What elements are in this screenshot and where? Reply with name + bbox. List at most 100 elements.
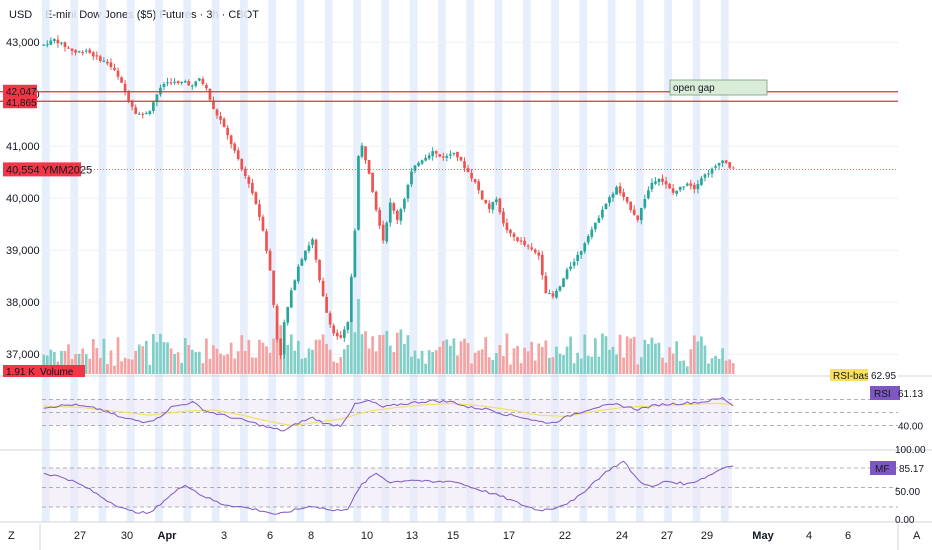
volume-bar (480, 349, 484, 374)
candle-body (548, 292, 551, 294)
candle-body (731, 167, 735, 169)
volume-bar (611, 346, 615, 374)
candle-body (512, 233, 516, 237)
volume-bar (548, 357, 551, 374)
candle-body (710, 168, 714, 174)
volume-bar (243, 350, 247, 374)
chart-title[interactable]: E-mini Dow Jones ($5) Futures · 3h · CBO… (45, 9, 259, 21)
volume-bar (696, 341, 700, 374)
x-tick-label: 22 (559, 530, 571, 542)
candle-body (137, 113, 141, 115)
volume-bar (201, 363, 205, 374)
volume-bar (130, 359, 134, 374)
volume-bar (159, 333, 162, 374)
candle-body (272, 270, 275, 305)
candle-body (601, 209, 604, 218)
volume-bar (685, 366, 689, 374)
session-band (211, 0, 220, 522)
volume-bar (254, 357, 258, 374)
volume-bar (141, 346, 145, 374)
candle-body (685, 183, 689, 186)
volume-bar (360, 334, 364, 374)
volume-bar (470, 363, 473, 374)
volume-bar (311, 349, 314, 374)
open-gap-label: open gap (673, 83, 715, 94)
candle-body (431, 151, 435, 157)
candle-body (102, 60, 106, 62)
volume-bar (569, 336, 572, 374)
volume-bar (123, 357, 127, 374)
volume-bar (53, 351, 56, 374)
session-band (466, 0, 475, 522)
x-tick-label: 13 (406, 530, 418, 542)
candle-body (229, 135, 233, 145)
volume-bar (60, 350, 63, 374)
session-band (42, 0, 50, 522)
candle-body (413, 165, 417, 171)
candle-body (622, 192, 625, 197)
volume-bar (346, 344, 350, 374)
volume-bar (540, 347, 544, 374)
volume-bar (491, 360, 495, 374)
candle-body (335, 332, 339, 337)
volume-bar (717, 358, 721, 374)
volume-bar (226, 354, 229, 374)
candle-body (254, 192, 258, 204)
candle-body (537, 252, 541, 256)
candle-body (222, 118, 226, 128)
volume-bar (498, 345, 502, 374)
volume-bar (438, 346, 442, 374)
volume-bar (590, 356, 594, 374)
volume-bar (593, 338, 597, 374)
volume-bar (544, 340, 548, 374)
candle-body (473, 179, 477, 183)
volume-bar (293, 350, 297, 374)
volume-bar (657, 342, 661, 374)
candle-body (696, 184, 700, 190)
volume-bar (692, 335, 696, 374)
candle-body (463, 161, 466, 169)
session-band (98, 0, 107, 522)
session-band (70, 0, 79, 522)
volume-bar (265, 346, 268, 374)
volume-bar (137, 344, 141, 374)
session-band (607, 0, 616, 522)
candle-body (385, 222, 389, 242)
candle-body (243, 168, 247, 177)
candle-body (484, 199, 488, 204)
y-tick-label: 39,000 (6, 245, 40, 257)
candle-body (152, 102, 155, 111)
candle-body (456, 151, 459, 158)
candle-body (417, 162, 420, 166)
volume-bar (576, 352, 580, 374)
volume-bar (586, 355, 590, 374)
candle-body (318, 259, 321, 281)
candle-body (233, 143, 237, 151)
candle-body (45, 44, 49, 46)
volume-bar (473, 352, 477, 374)
candle-body (325, 296, 328, 313)
rsi-line (43, 397, 734, 432)
candle-body (268, 250, 272, 271)
candle-body (123, 83, 127, 92)
x-tick-label: 3 (221, 530, 227, 542)
candle-body (480, 190, 484, 200)
volume-bar (127, 358, 130, 374)
volume-bar (477, 350, 481, 374)
candle-body (49, 40, 53, 45)
volume-bar (378, 334, 382, 374)
volume-bar (625, 336, 629, 374)
volume-bar (176, 352, 180, 374)
mf-tick: 50.00 (895, 487, 920, 498)
volume-bar (601, 333, 604, 374)
volume-bar (431, 351, 435, 374)
candle-body (615, 187, 618, 195)
candle-body (608, 197, 611, 203)
candle-body (360, 145, 364, 157)
volume-bar (385, 330, 389, 374)
volume-bar (632, 336, 636, 374)
volume-bar (325, 343, 328, 374)
session-band (579, 0, 588, 522)
volume-bar (406, 335, 410, 374)
